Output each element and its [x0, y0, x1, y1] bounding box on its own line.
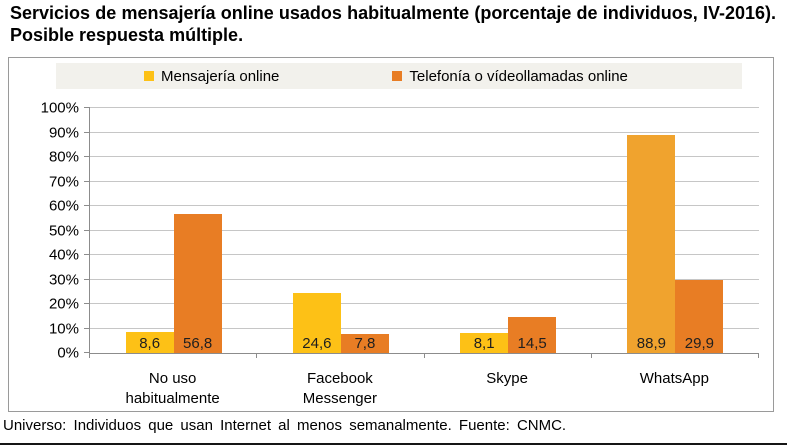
x-axis-tick: [256, 353, 258, 358]
gridline: [90, 327, 759, 329]
bars-row: 8,6 56,8 24,6 7,8 8,1 14,5 88,9 29,9: [90, 108, 759, 353]
y-axis-tick-label: 10%: [48, 320, 79, 337]
chart-plot-frame: Mensajería online Telefonía o vídeollama…: [8, 57, 774, 412]
category-label: Skype: [424, 361, 591, 409]
bar: 29,9: [675, 279, 724, 353]
bar-value-label: 7,8: [354, 335, 376, 352]
y-axis-tick: [84, 229, 90, 231]
gridline: [90, 254, 759, 255]
bar-value-label: 88,9: [636, 335, 666, 352]
gridline: [90, 229, 759, 231]
legend-label: Telefonía o vídeollamadas online: [409, 67, 628, 85]
bar-value-label: 14,5: [517, 335, 547, 352]
x-axis-tick: [89, 353, 90, 358]
gridline: [90, 131, 759, 133]
bar-value-label: 24,6: [302, 335, 332, 352]
x-axis-tick: [423, 353, 425, 358]
y-axis-tick-label: 100%: [40, 99, 79, 117]
category-label-text: Skype: [486, 370, 528, 387]
category-label-text: WhatsApp: [639, 370, 709, 387]
y-axis-tick-label: 20%: [48, 295, 79, 313]
bar-value-label: 56,8: [183, 335, 213, 352]
y-axis-tick: [84, 278, 90, 280]
bar-value-label: 29,9: [684, 335, 714, 352]
bar-group: 24,6 7,8: [257, 108, 424, 353]
legend-swatch-yellow-icon: [144, 71, 154, 81]
category-label: Facebook Messenger: [256, 361, 423, 409]
y-axis-tick-label: 0%: [57, 344, 79, 362]
y-axis-tick: [84, 205, 90, 206]
y-axis-tick: [84, 107, 90, 108]
plot-area: 0% 10% 20% 30% 40% 50% 60% 70% 80% 90% 100% 8,6 56,8…: [41, 100, 759, 362]
y-axis-tick-label: 80%: [48, 148, 79, 166]
y-axis-tick: [84, 180, 90, 182]
chart-title: Servicios de mensajería online usados ha…: [10, 3, 776, 45]
bar: 56,8: [173, 213, 222, 353]
y-axis-tick: [84, 156, 90, 157]
y-axis-tick: [84, 254, 90, 255]
legend-item-telefonia: Telefonía o vídeollamadas online: [392, 67, 628, 85]
legend-label: Mensajería online: [161, 67, 280, 85]
y-axis-tick: [84, 131, 90, 133]
x-axis-tick: [758, 353, 759, 358]
gridline: [90, 303, 759, 304]
category-label-text: Facebook Messenger: [302, 370, 377, 407]
bar-group: 8,6 56,8: [90, 108, 257, 353]
y-axis-tick-label: 50%: [48, 222, 79, 239]
bar-group: 88,9 29,9: [592, 108, 759, 353]
y-axis-tick-label: 30%: [48, 271, 79, 288]
bar: 14,5: [508, 317, 557, 353]
y-axis-tick-label: 40%: [48, 246, 79, 264]
legend-swatch-orange-icon: [392, 71, 403, 81]
bar: 8,1: [460, 333, 509, 353]
source-note: Universo: Individuos que usan Internet a…: [0, 414, 787, 445]
y-axis-tick-label: 90%: [48, 124, 79, 141]
bar: 7,8: [340, 333, 389, 353]
gridline: [90, 205, 759, 206]
category-axis-labels: No uso habitualmente Facebook Messenger Sk…: [89, 361, 758, 409]
x-axis-tick: [590, 353, 592, 358]
category-label-text: No uso habitualmente: [125, 370, 220, 407]
gridline: [90, 156, 759, 157]
gridline: [90, 180, 759, 182]
gridline: [90, 107, 759, 108]
y-axis-tick: [84, 327, 90, 329]
bar: 8,6: [125, 331, 174, 353]
legend-item-mensajeria: Mensajería online: [144, 68, 279, 85]
chart-legend: Mensajería online Telefonía o vídeollama…: [56, 63, 742, 89]
bar-group: 8,1 14,5: [425, 108, 592, 353]
category-label: WhatsApp: [591, 361, 758, 409]
y-axis-tick-label: 60%: [48, 197, 79, 215]
bar-value-label: 8,1: [473, 335, 495, 352]
y-axis-tick-label: 70%: [48, 173, 79, 190]
gridline: [90, 278, 759, 280]
bar: 88,9: [627, 135, 676, 353]
bar: 24,6: [292, 292, 341, 353]
y-axis-tick: [84, 303, 90, 304]
bar-value-label: 8,6: [139, 335, 161, 352]
y-axis-tick: [84, 352, 90, 353]
category-label: No uso habitualmente: [89, 361, 256, 409]
